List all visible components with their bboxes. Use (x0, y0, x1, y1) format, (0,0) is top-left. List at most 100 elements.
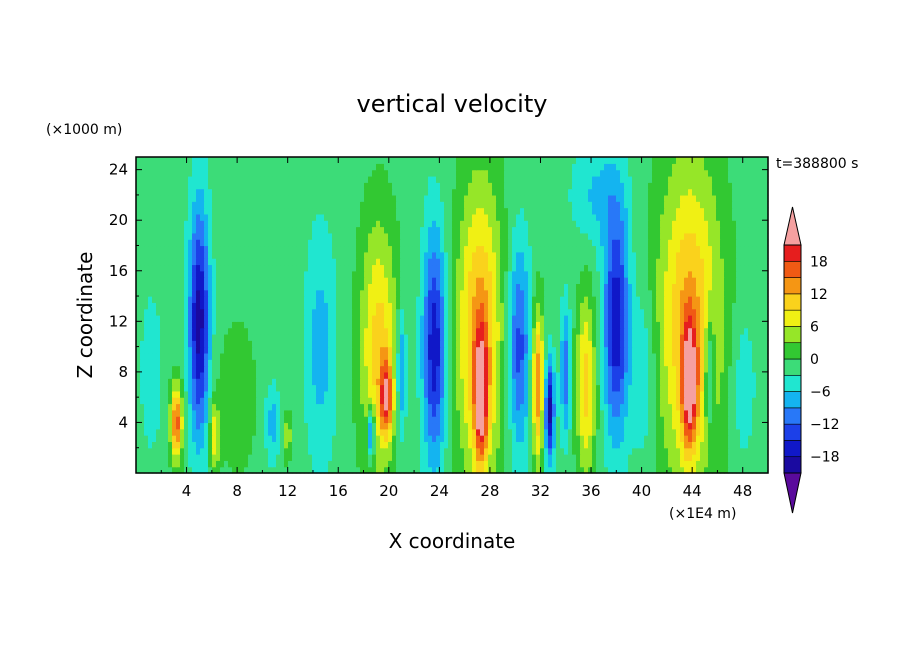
heatmap-cell (316, 352, 321, 360)
heatmap-cell (592, 371, 597, 379)
heatmap-cell (320, 359, 325, 367)
heatmap-cell (616, 416, 621, 424)
heatmap-cell (328, 327, 333, 335)
heatmap-cell (668, 327, 673, 335)
heatmap-cell (188, 333, 193, 341)
heatmap-cell (212, 441, 217, 449)
heatmap-cell (244, 371, 249, 379)
heatmap-cell (612, 409, 617, 417)
heatmap-cell (732, 315, 737, 322)
heatmap-cell (744, 359, 749, 367)
heatmap-cell (224, 435, 229, 442)
heatmap-cell (444, 315, 449, 322)
heatmap-cell (548, 466, 553, 474)
heatmap-cell (388, 409, 393, 417)
heatmap-cell (172, 333, 177, 341)
heatmap-cell (668, 289, 673, 297)
heatmap-cell (540, 359, 545, 367)
heatmap-cell (652, 283, 657, 291)
heatmap-cell (464, 409, 469, 417)
heatmap-field (136, 157, 769, 474)
heatmap-cell (332, 454, 337, 461)
heatmap-cell (296, 416, 301, 424)
heatmap-cell (612, 321, 617, 329)
heatmap-cell (328, 333, 333, 341)
heatmap-cell (304, 352, 309, 360)
heatmap-cell (444, 454, 449, 461)
heatmap-cell (216, 321, 221, 329)
heatmap-cell (208, 454, 213, 461)
heatmap-cell (328, 403, 333, 411)
heatmap-cell (360, 460, 365, 468)
heatmap-cell (340, 365, 345, 373)
heatmap-cell (660, 428, 665, 436)
heatmap-cell (544, 441, 549, 449)
heatmap-cell (624, 315, 629, 322)
heatmap-cell (272, 340, 277, 348)
heatmap-cell (560, 371, 565, 379)
heatmap-cell (584, 277, 589, 284)
heatmap-cell (564, 403, 569, 411)
heatmap-cell (444, 308, 449, 316)
heatmap-cell (280, 454, 285, 461)
heatmap-cell (336, 390, 341, 398)
heatmap-cell (292, 416, 297, 424)
heatmap-cell (408, 371, 413, 379)
heatmap-cell (420, 403, 425, 411)
heatmap-cell (744, 340, 749, 348)
heatmap-cell (448, 460, 453, 468)
heatmap-cell (396, 378, 401, 386)
heatmap-cell (292, 340, 297, 348)
heatmap-cell (664, 296, 669, 303)
heatmap-cell (332, 466, 337, 474)
heatmap-cell (628, 277, 633, 284)
heatmap-cell (576, 416, 581, 424)
heatmap-cell (704, 340, 709, 348)
heatmap-cell (148, 327, 153, 335)
heatmap-cell (664, 333, 669, 341)
heatmap-cell (652, 302, 657, 310)
heatmap-cell (464, 460, 469, 468)
heatmap-cell (412, 308, 417, 316)
heatmap-cell (352, 384, 357, 392)
heatmap-cell (324, 435, 329, 442)
heatmap-cell (332, 277, 337, 284)
heatmap-cell (424, 346, 429, 354)
heatmap-cell (216, 270, 221, 278)
heatmap-cell (236, 454, 241, 461)
heatmap-cell (588, 365, 593, 373)
heatmap-cell (324, 441, 329, 449)
heatmap-cell (492, 277, 497, 284)
heatmap-cell (316, 270, 321, 278)
heatmap-cell (544, 340, 549, 348)
heatmap-cell (604, 371, 609, 379)
heatmap-cell (596, 435, 601, 442)
heatmap-cell (360, 302, 365, 310)
heatmap-cell (552, 428, 557, 436)
heatmap-cell (636, 308, 641, 316)
heatmap-cell (396, 454, 401, 461)
heatmap-cell (396, 302, 401, 310)
heatmap-cell (500, 289, 505, 297)
heatmap-cell (344, 365, 349, 373)
heatmap-cell (492, 296, 497, 303)
heatmap-cell (168, 321, 173, 329)
heatmap-cell (312, 321, 317, 329)
heatmap-cell (320, 441, 325, 449)
heatmap-cell (164, 460, 169, 468)
heatmap-cell (156, 454, 161, 461)
heatmap-cell (272, 270, 277, 278)
heatmap-cell (344, 346, 349, 354)
heatmap-cell (396, 371, 401, 379)
heatmap-cell (592, 352, 597, 360)
heatmap-cell (648, 365, 653, 373)
heatmap-cell (504, 327, 509, 335)
heatmap-cell (524, 422, 529, 430)
heatmap-cell (676, 346, 681, 354)
heatmap-cell (316, 327, 321, 335)
heatmap-cell (704, 422, 709, 430)
heatmap-cell (180, 333, 185, 341)
heatmap-cell (168, 302, 173, 310)
heatmap-cell (244, 333, 249, 341)
heatmap-cell (692, 289, 697, 297)
